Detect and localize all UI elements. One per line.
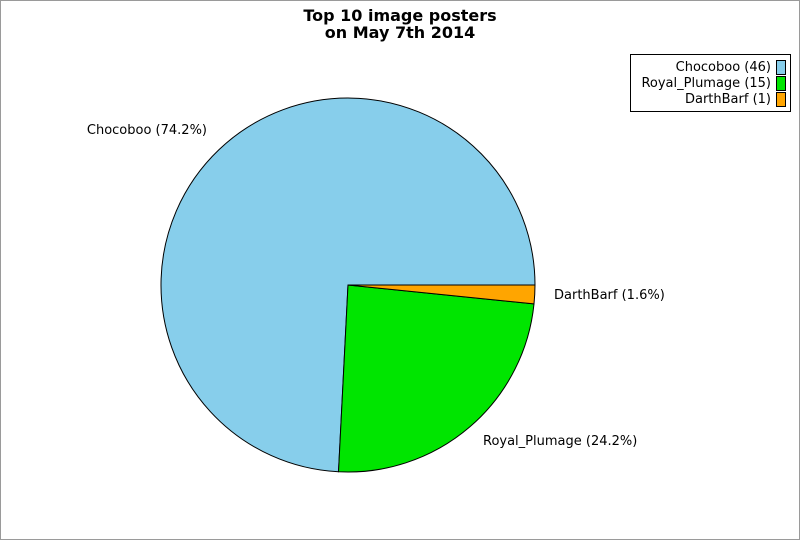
legend-item-label: DarthBarf (1) (684, 91, 771, 107)
legend-item-label: Chocoboo (46) (675, 59, 771, 75)
pie-slice-darthbarf (347, 284, 536, 305)
legend-item-label: Royal_Plumage (15) (641, 75, 771, 91)
chart-title-line1: Top 10 image posters (303, 6, 497, 25)
chart-title: Top 10 image posters on May 7th 2014 (1, 7, 799, 41)
legend-item-darthbarf: DarthBarf (1) (641, 91, 786, 107)
legend-item-royal-plumage: Royal_Plumage (15) (641, 75, 786, 91)
pie-slice-royal-plumage (338, 284, 535, 473)
slice-label-darthbarf: DarthBarf (1.6%) (554, 288, 665, 303)
legend-swatch-darthbarf (776, 91, 786, 107)
slice-label-chocoboo: Chocoboo (74.2%) (86, 123, 207, 138)
legend: Chocoboo (46) Royal_Plumage (15) DarthBa… (630, 54, 791, 112)
chart-title-line2: on May 7th 2014 (324, 23, 476, 42)
legend-swatch-chocoboo (776, 59, 786, 75)
legend-swatch-royal-plumage (776, 75, 786, 91)
legend-item-chocoboo: Chocoboo (46) (641, 59, 786, 75)
slice-label-royal-plumage: Royal_Plumage (24.2%) (483, 434, 638, 449)
